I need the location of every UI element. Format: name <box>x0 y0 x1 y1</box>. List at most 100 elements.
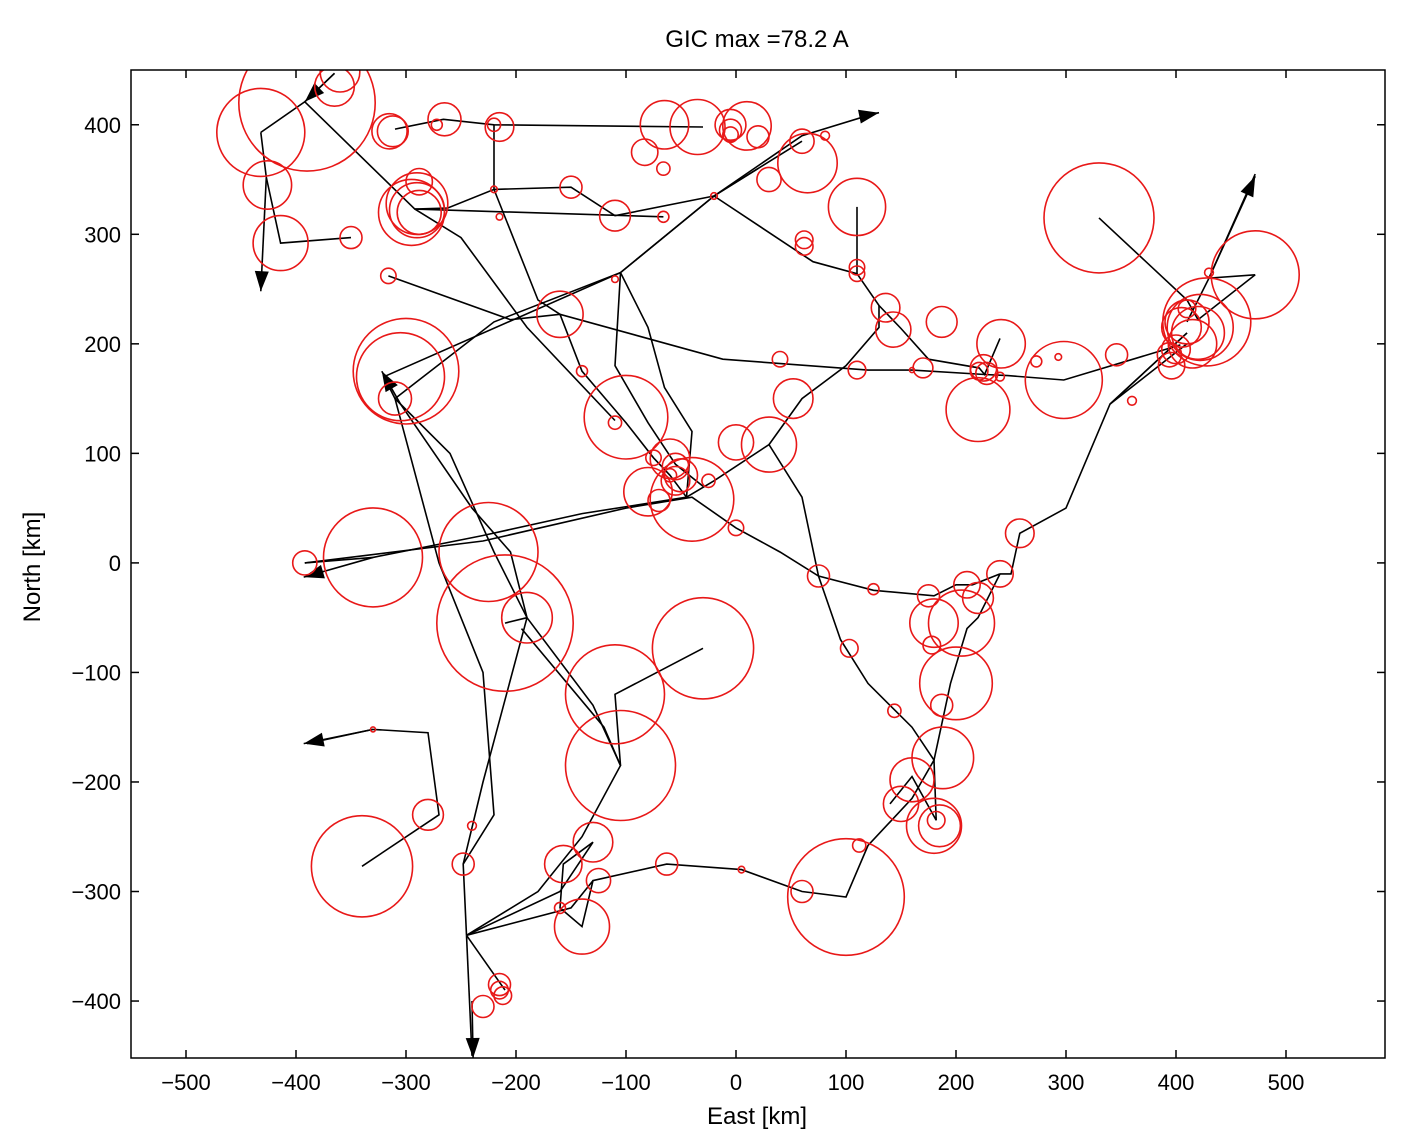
gic-circle-20 <box>559 175 583 199</box>
gic-circle-110 <box>310 814 414 918</box>
gic-circle-74 <box>969 353 998 382</box>
network-line-16 <box>304 496 687 564</box>
gic-circle-136 <box>929 693 954 718</box>
network-line-19 <box>768 305 880 446</box>
gic-circle-95 <box>1203 267 1215 278</box>
gic-circle-2 <box>313 70 356 107</box>
gic-circle-19 <box>495 212 504 221</box>
gic-circle-57 <box>701 473 716 489</box>
axis-ticks: −500 −400 −300 −200 −100 0 100 200 300 400 500 −400… <box>71 70 1385 1095</box>
y-tick-label: −200 <box>71 770 121 795</box>
y-tick-label: −300 <box>71 880 121 905</box>
gic-circle-111 <box>451 852 476 876</box>
gic-circle-43 <box>379 267 397 285</box>
gic-circle-104 <box>500 591 554 644</box>
gic-circle-83 <box>1104 342 1129 367</box>
gic-circle-142 <box>493 985 513 1006</box>
gic-circle-13 <box>405 167 434 196</box>
gic-circle-38 <box>827 177 887 237</box>
arrow-head-6 <box>465 1037 480 1058</box>
chart-title: GIC max =78.2 A <box>665 26 848 53</box>
gic-circle-37 <box>819 130 831 141</box>
gic-circle-117 <box>553 898 611 955</box>
y-axis-label: North [km] <box>19 512 46 623</box>
gic-circle-11 <box>377 178 446 247</box>
plot-content <box>215 70 1300 1058</box>
gic-circle-69 <box>925 305 958 339</box>
gic-circle-138 <box>961 581 995 615</box>
arrow-head-1 <box>304 82 325 102</box>
gic-circle-116 <box>553 901 567 915</box>
gic-circle-92 <box>1170 305 1226 361</box>
network-line-11 <box>713 113 874 197</box>
gic-circle-131 <box>908 598 959 649</box>
gic-circle-47 <box>583 374 669 460</box>
network-line-3 <box>414 208 664 218</box>
gic-circle-90 <box>1164 299 1210 345</box>
network-line-28 <box>504 616 528 624</box>
gic-circle-107 <box>651 596 755 700</box>
x-tick-label: −100 <box>601 1070 651 1095</box>
gic-circle-84 <box>1126 395 1138 406</box>
gic-circle-128 <box>926 810 946 830</box>
y-tick-label: 300 <box>84 222 121 247</box>
arrow-head-7 <box>1240 176 1256 198</box>
gic-circle-100 <box>291 550 318 576</box>
gic-circle-34 <box>756 166 782 193</box>
gic-circle-53 <box>644 449 662 467</box>
x-tick-label: −200 <box>491 1070 541 1095</box>
x-tick-label: 400 <box>1158 1070 1195 1095</box>
gic-circle-16 <box>486 117 502 133</box>
gic-circle-137 <box>952 570 981 599</box>
y-tick-label: 400 <box>84 113 121 138</box>
y-tick-label: 100 <box>84 441 121 466</box>
gic-circle-25 <box>669 98 726 156</box>
gic-circle-60 <box>740 416 798 473</box>
network-line-9 <box>394 167 759 400</box>
gic-circle-46 <box>607 415 623 431</box>
gic-circle-124 <box>887 703 902 719</box>
network-line-32 <box>361 728 440 867</box>
arrow-head-5 <box>303 732 325 747</box>
gic-circle-68 <box>912 357 934 379</box>
network-line-26 <box>394 398 495 936</box>
gic-circle-27 <box>610 275 620 284</box>
network-line-33 <box>465 935 473 1056</box>
gic-circle-103 <box>435 554 574 693</box>
gic-circle-18 <box>489 185 499 194</box>
network-line-7 <box>388 275 1181 381</box>
x-tick-label: 100 <box>828 1070 865 1095</box>
gic-circle-44 <box>536 290 584 339</box>
gic-circle-71 <box>945 376 1011 443</box>
gic-circle-64 <box>847 360 867 380</box>
gic-circle-121 <box>786 837 906 957</box>
gic-circle-67 <box>874 311 912 349</box>
gic-circle-0 <box>238 70 376 172</box>
gic-circle-113 <box>543 844 583 884</box>
gic-circle-134 <box>927 589 996 657</box>
gic-circle-59 <box>717 423 755 461</box>
gic-circle-106 <box>564 709 677 822</box>
gic-circle-62 <box>772 378 814 420</box>
gic-circle-97 <box>355 331 446 422</box>
gic-circle-122 <box>851 838 867 853</box>
network-line-30 <box>614 647 704 766</box>
gic-circle-29 <box>714 108 747 142</box>
gic-circle-105 <box>564 643 666 745</box>
gic-circle-24 <box>639 99 690 150</box>
gic-circle-118 <box>654 852 679 876</box>
gic-circle-39 <box>848 258 866 276</box>
network-line-5 <box>394 118 704 130</box>
gic-circle-94 <box>1162 277 1252 367</box>
network-line-17 <box>304 496 1001 597</box>
x-axis-label: East [km] <box>707 1103 807 1130</box>
gic-circle-36 <box>776 132 838 194</box>
gic-circle-32 <box>746 125 770 149</box>
network-line-8 <box>383 140 803 378</box>
gic-circle-130 <box>911 726 975 790</box>
gic-circle-4 <box>242 160 293 211</box>
network-line-29 <box>466 628 622 936</box>
gic-circle-8 <box>376 115 409 148</box>
gic-circle-63 <box>806 564 831 588</box>
